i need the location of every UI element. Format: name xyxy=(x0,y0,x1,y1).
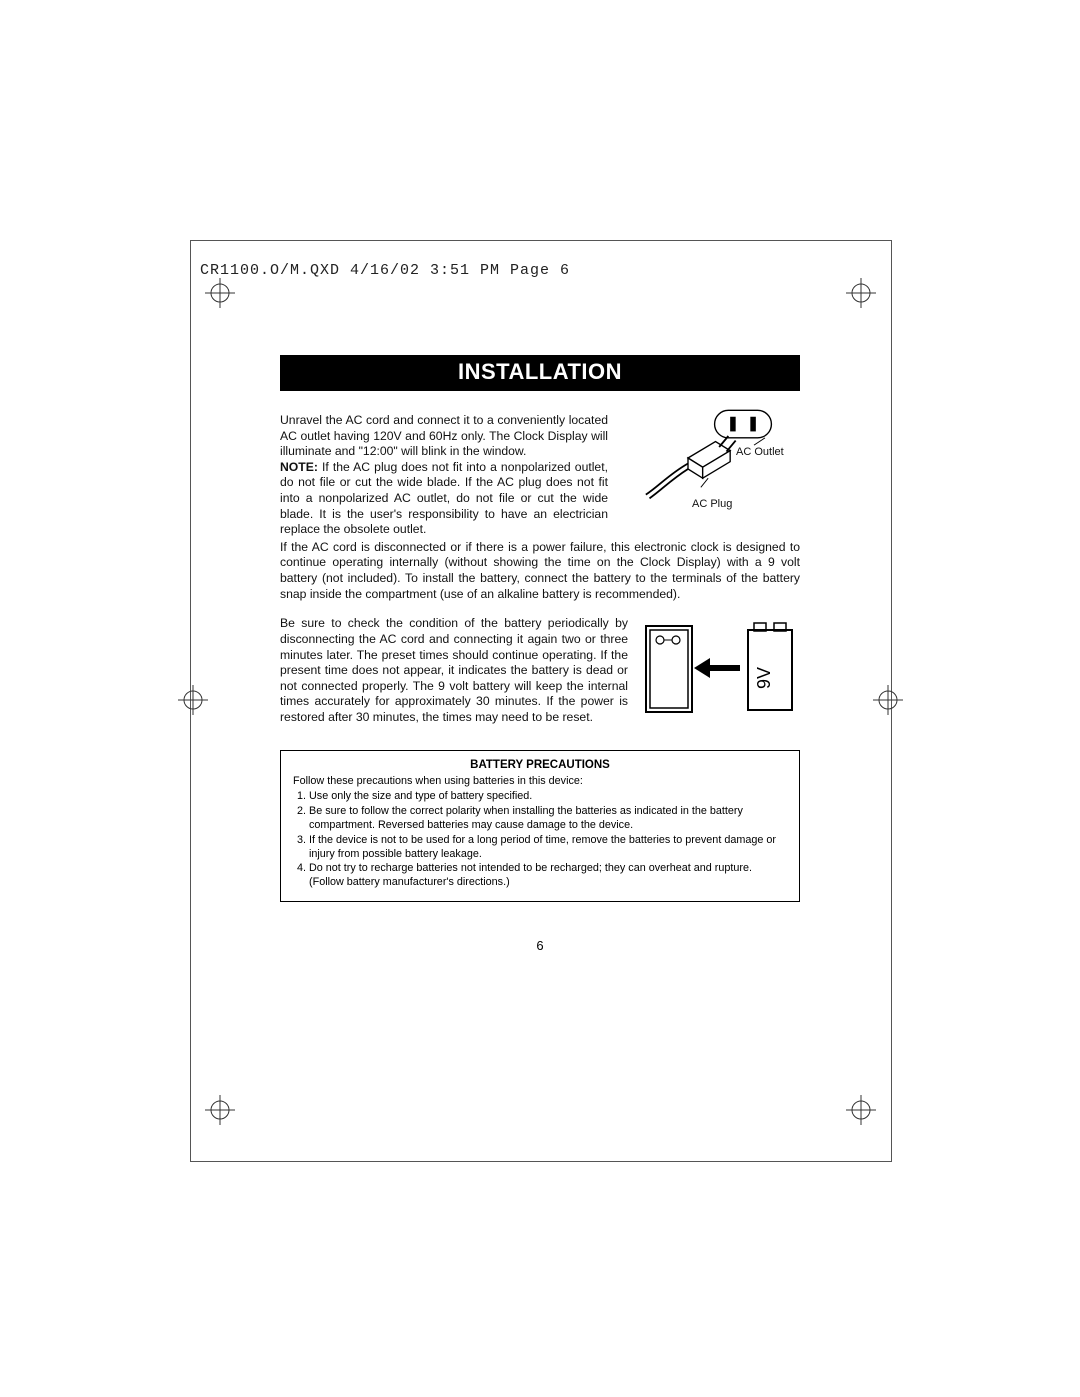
battery-figure: 9V xyxy=(640,620,800,725)
precautions-intro: Follow these precautions when using batt… xyxy=(293,775,787,789)
note-label: NOTE: xyxy=(280,460,318,474)
reg-mark-top-left xyxy=(205,278,235,308)
battery-precautions-box: BATTERY PRECAUTIONS Follow these precaut… xyxy=(280,750,800,903)
precaution-item: Be sure to follow the correct polarity w… xyxy=(309,805,787,833)
file-header-line: CR1100.O/M.QXD 4/16/02 3:51 PM Page 6 xyxy=(200,262,570,279)
precaution-item: Do not try to recharge batteries not int… xyxy=(309,862,787,890)
ac-outlet-label: AC Outlet xyxy=(736,446,784,458)
page-content: INSTALLATION Unravel the AC cord and con… xyxy=(280,355,800,953)
reg-mark-bottom-left xyxy=(205,1095,235,1125)
page-number: 6 xyxy=(280,938,800,953)
paragraph-2: If the AC cord is disconnected or if the… xyxy=(280,540,800,602)
ac-plug-label: AC Plug xyxy=(692,498,732,510)
precaution-item: If the device is not to be used for a lo… xyxy=(309,834,787,862)
paragraph-3: Be sure to check the condition of the ba… xyxy=(280,616,628,725)
precautions-list: Use only the size and type of battery sp… xyxy=(293,790,787,890)
battery-9v-text: 9V xyxy=(754,667,774,689)
precaution-item: Use only the size and type of battery sp… xyxy=(309,790,787,804)
reg-mark-bottom-right xyxy=(846,1095,876,1125)
para1-text: Unravel the AC cord and connect it to a … xyxy=(280,413,608,458)
reg-mark-left xyxy=(178,685,208,715)
precautions-title: BATTERY PRECAUTIONS xyxy=(293,759,787,771)
reg-mark-right xyxy=(873,685,903,715)
paragraph-1: Unravel the AC cord and connect it to a … xyxy=(280,413,608,538)
section-title: INSTALLATION xyxy=(280,355,800,391)
reg-mark-top-right xyxy=(846,278,876,308)
para1-note: If the AC plug does not fit into a nonpo… xyxy=(280,460,608,536)
ac-plug-figure: AC Outlet AC Plug xyxy=(620,403,800,538)
